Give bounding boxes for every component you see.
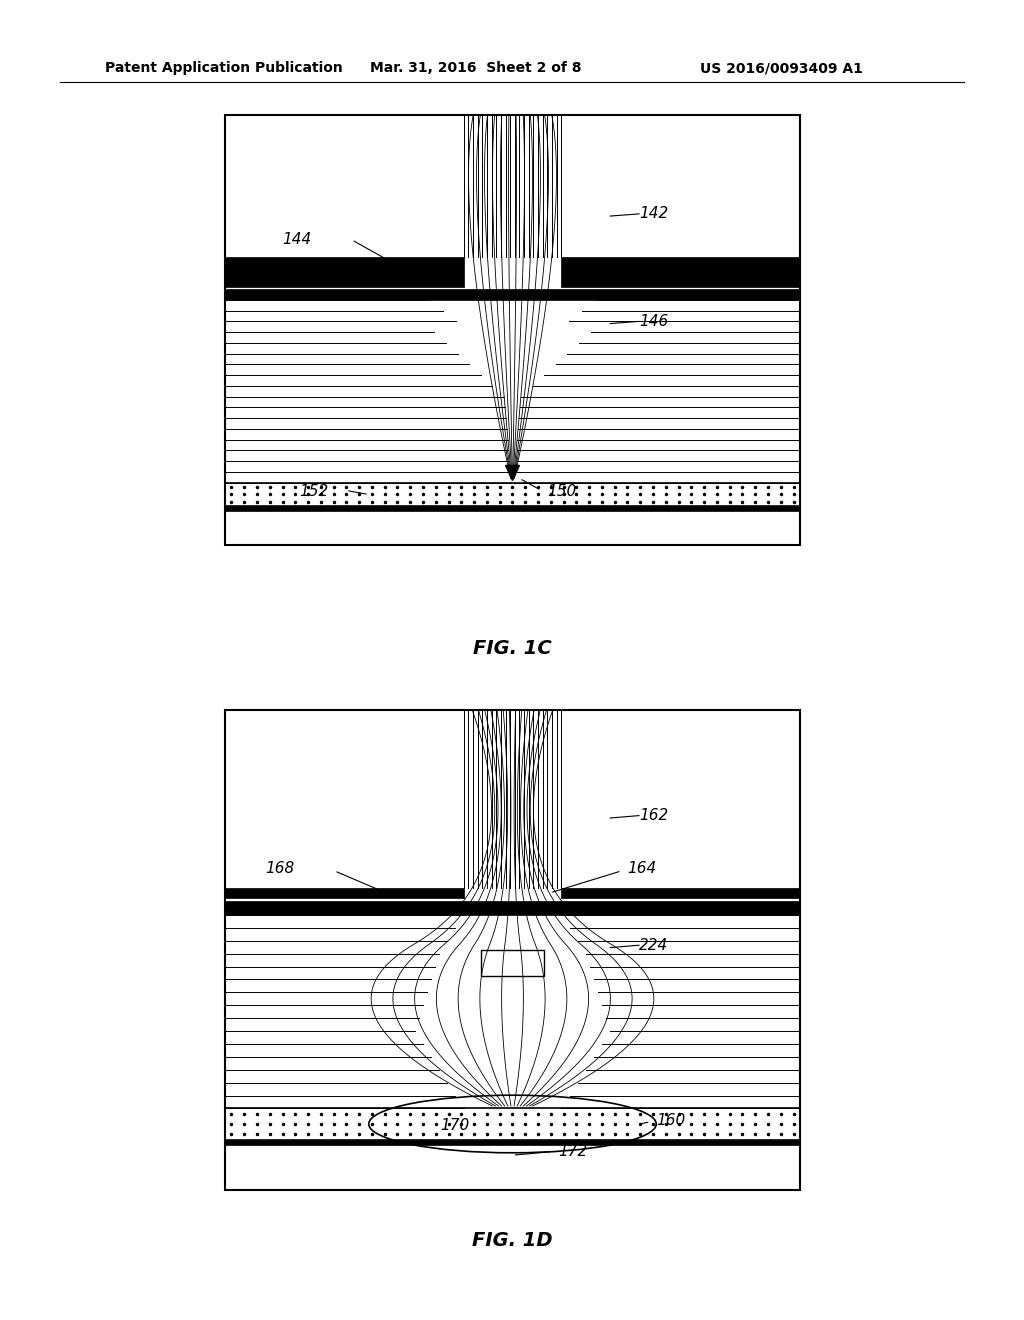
Bar <box>225 1139 800 1146</box>
Polygon shape <box>506 466 519 480</box>
Text: 142: 142 <box>639 206 669 222</box>
Text: 144: 144 <box>283 232 311 247</box>
Text: 162: 162 <box>639 808 669 824</box>
Text: 170: 170 <box>440 1118 470 1133</box>
Bar <box>225 1109 800 1139</box>
Bar <box>480 950 545 977</box>
Text: 146: 146 <box>639 314 669 329</box>
Bar <box>225 507 800 511</box>
Text: Patent Application Publication: Patent Application Publication <box>105 61 343 75</box>
Bar <box>225 710 800 1191</box>
Bar <box>225 115 800 545</box>
Text: 150: 150 <box>547 483 577 499</box>
Bar <box>225 483 800 507</box>
Bar <box>561 257 800 286</box>
Text: 172: 172 <box>558 1144 588 1159</box>
Text: FIG. 1C: FIG. 1C <box>473 639 551 657</box>
Text: Mar. 31, 2016  Sheet 2 of 8: Mar. 31, 2016 Sheet 2 of 8 <box>370 61 582 75</box>
Text: 224: 224 <box>639 937 669 953</box>
Text: 152: 152 <box>300 483 329 499</box>
Text: FIG. 1D: FIG. 1D <box>472 1230 552 1250</box>
Bar <box>225 257 464 286</box>
Text: 160: 160 <box>656 1113 685 1127</box>
Bar <box>225 887 464 898</box>
Text: 168: 168 <box>265 861 295 876</box>
Text: US 2016/0093409 A1: US 2016/0093409 A1 <box>700 61 863 75</box>
Bar <box>561 887 800 898</box>
Text: 164: 164 <box>628 861 656 876</box>
Bar <box>225 289 800 300</box>
Bar <box>225 900 800 915</box>
